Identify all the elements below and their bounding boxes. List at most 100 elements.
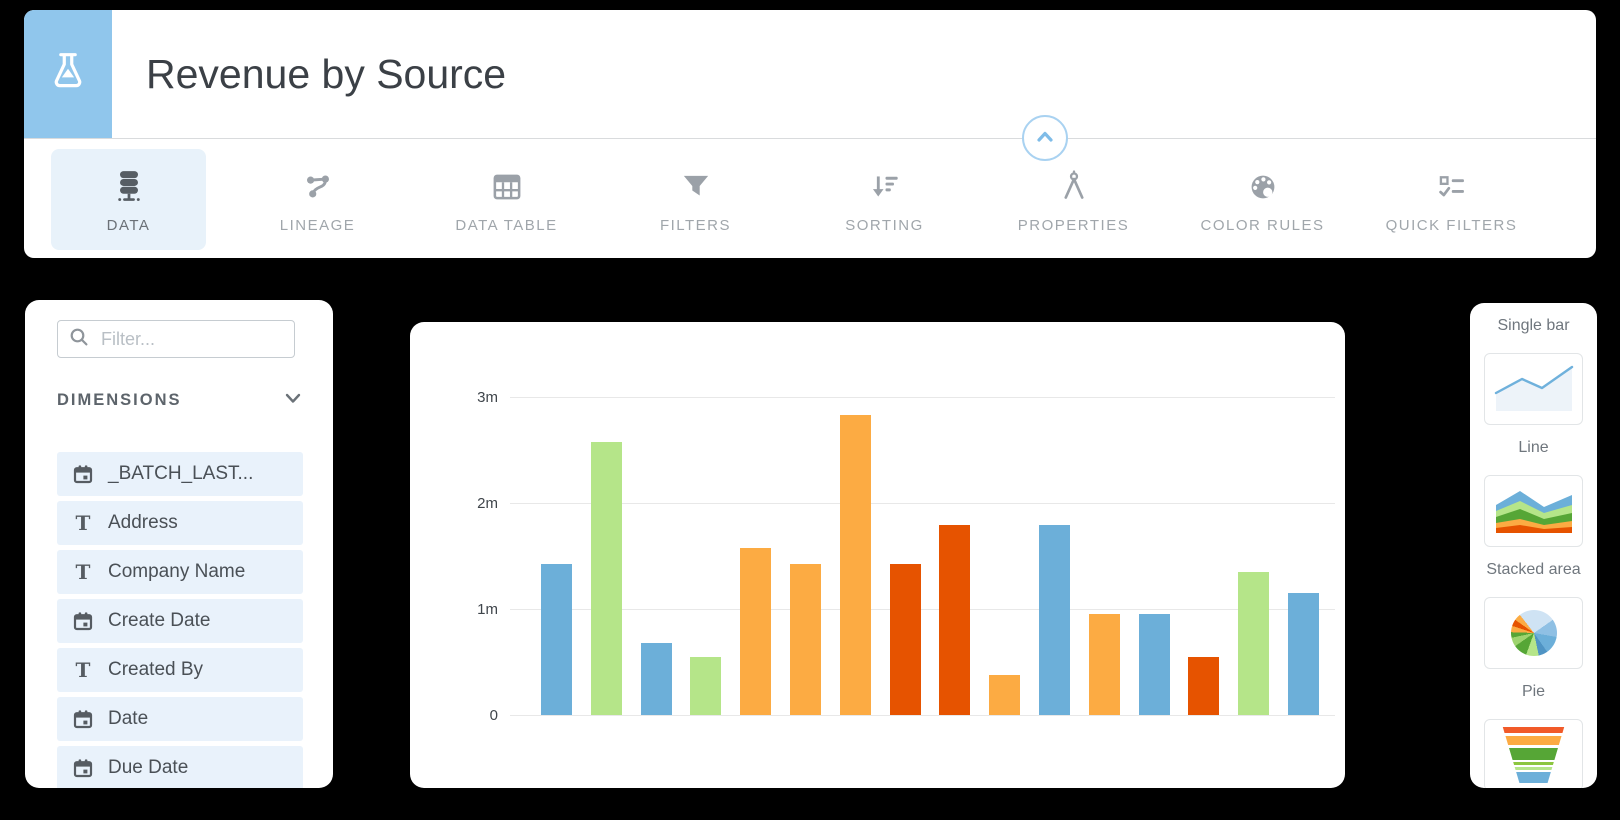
dimension-item-date[interactable]: Date (57, 697, 303, 741)
y-tick-label: 1m (477, 601, 498, 618)
bar-6[interactable] (790, 564, 821, 715)
tab-label: PROPERTIES (1017, 216, 1130, 234)
bar-1[interactable] (541, 564, 572, 715)
tab-data[interactable]: DATA (51, 149, 206, 250)
text-type-icon: T (75, 560, 91, 584)
filter-input-wrapper (57, 320, 295, 358)
chart-type-label-single-bar[interactable]: Single bar (1497, 317, 1570, 334)
dimension-label: Create Date (108, 610, 211, 631)
tab-data-table[interactable]: DATA TABLE (429, 149, 584, 250)
tab-color-rules[interactable]: COLOR RULES (1185, 149, 1340, 250)
dimension-item-batch-last[interactable]: _BATCH_LAST... (57, 452, 303, 496)
header-divider (24, 138, 1596, 139)
dimension-item-due-date[interactable]: Due Date (57, 746, 303, 788)
gridline-2m (510, 503, 1335, 504)
stacked-area-chart-tile-icon (1492, 481, 1576, 542)
chart-type-panel: Single bar Line Stacked area Pie (1470, 303, 1597, 788)
chart-type-label-pie[interactable]: Pie (1521, 683, 1546, 700)
dimensions-section-label: DIMENSIONS (57, 391, 182, 409)
calendar-icon (72, 463, 94, 485)
chart-type-label-stacked-area[interactable]: Stacked area (1486, 561, 1581, 578)
chevron-up-icon (1031, 123, 1059, 154)
chart-type-tile-line[interactable] (1484, 353, 1583, 425)
chart-type-label-line[interactable]: Line (1518, 439, 1549, 456)
tab-label: DATA (106, 216, 151, 234)
dimension-label: _BATCH_LAST... (108, 463, 254, 484)
bar-16[interactable] (1288, 593, 1319, 715)
bar-8[interactable] (889, 564, 921, 715)
bar-4[interactable] (690, 656, 722, 715)
bar-9[interactable] (939, 525, 971, 715)
y-tick-label: 2m (477, 495, 498, 512)
bar-chart-plot (510, 397, 1335, 716)
bar-5[interactable] (740, 547, 772, 715)
funnel-chart-tile-icon (1502, 727, 1565, 783)
line-chart-tile-icon (1492, 359, 1576, 420)
filter-input[interactable] (99, 327, 284, 351)
text-type-icon: T (75, 511, 91, 535)
chevron-down-icon (283, 388, 303, 413)
tab-label: SORTING (845, 216, 924, 234)
tab-label: DATA TABLE (455, 216, 558, 234)
sorting-icon (866, 166, 904, 206)
lineage-icon (299, 166, 337, 206)
dimension-item-address[interactable]: T Address (57, 501, 303, 545)
dimension-item-create-date[interactable]: Create Date (57, 599, 303, 643)
filter-funnel-icon (677, 166, 715, 206)
page-title: Revenue by Source (146, 51, 507, 97)
app-badge[interactable] (24, 10, 112, 138)
bar-11[interactable] (1039, 525, 1070, 715)
tab-label: COLOR RULES (1200, 216, 1325, 234)
y-tick-label: 0 (489, 707, 498, 724)
bar-13[interactable] (1138, 614, 1170, 715)
dimensions-list: _BATCH_LAST... T Address T Company Name Cr… (57, 452, 303, 788)
tab-label: QUICK FILTERS (1385, 216, 1518, 234)
pie-chart-tile-icon (1510, 610, 1557, 656)
bar-14[interactable] (1188, 656, 1220, 715)
gridline-1m (510, 609, 1335, 610)
database-icon (110, 166, 148, 206)
header-card: Revenue by Source DATA LINEAGE DATA TABL… (24, 10, 1596, 258)
properties-compass-icon (1055, 166, 1093, 206)
bar-10[interactable] (989, 674, 1021, 715)
dimensions-section-header[interactable]: DIMENSIONS (57, 388, 303, 413)
bar-15[interactable] (1238, 571, 1270, 715)
bar-3[interactable] (640, 642, 672, 715)
tab-filters[interactable]: FILTERS (618, 149, 773, 250)
calendar-icon (72, 610, 94, 632)
collapse-panel-button[interactable] (1022, 115, 1068, 161)
dimension-label: Date (108, 708, 149, 729)
data-table-icon (488, 166, 526, 206)
dimension-label: Address (108, 512, 178, 533)
dimension-label: Created By (108, 659, 204, 680)
tab-quick-filters[interactable]: QUICK FILTERS (1374, 149, 1529, 250)
chart-panel: 0 1m 2m 3m (410, 322, 1345, 788)
quick-filters-icon (1433, 166, 1471, 206)
tab-lineage[interactable]: LINEAGE (240, 149, 395, 250)
tab-label: FILTERS (659, 216, 732, 234)
tab-properties[interactable]: PROPERTIES (996, 149, 1151, 250)
dimension-label: Due Date (108, 757, 189, 778)
chart-type-tile-pie[interactable] (1484, 597, 1583, 669)
bar-7[interactable] (839, 415, 871, 715)
chart-type-tile-stacked-area[interactable] (1484, 475, 1583, 547)
tab-bar: DATA LINEAGE DATA TABLE FILTERS SORTING … (34, 142, 1546, 258)
flask-icon (44, 48, 92, 101)
tab-sorting[interactable]: SORTING (807, 149, 962, 250)
gridline-0 (510, 715, 1335, 716)
y-tick-label: 3m (477, 389, 498, 406)
calendar-icon (72, 708, 94, 730)
bar-2[interactable] (590, 441, 622, 715)
gridline-3m (510, 397, 1335, 398)
dimension-label: Company Name (108, 561, 246, 582)
chart-type-tile-funnel[interactable] (1484, 719, 1583, 788)
calendar-icon (72, 757, 94, 779)
dimension-item-created-by[interactable]: T Created By (57, 648, 303, 692)
dimension-item-company-name[interactable]: T Company Name (57, 550, 303, 594)
text-type-icon: T (75, 658, 91, 682)
color-palette-icon (1244, 166, 1282, 206)
search-icon (68, 326, 90, 353)
bar-12[interactable] (1088, 614, 1120, 715)
fields-panel: DIMENSIONS _BATCH_LAST... T Address T Comp… (25, 300, 333, 788)
